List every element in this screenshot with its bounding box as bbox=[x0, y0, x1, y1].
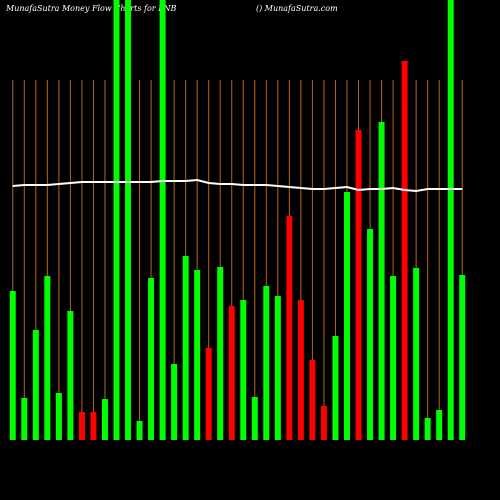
bar bbox=[113, 0, 120, 440]
bar bbox=[90, 412, 97, 440]
bar bbox=[182, 256, 189, 440]
bar bbox=[343, 192, 350, 440]
bar bbox=[436, 410, 443, 440]
bar bbox=[263, 286, 270, 440]
bar bbox=[171, 364, 178, 440]
bar bbox=[378, 122, 385, 440]
bar bbox=[32, 330, 39, 440]
bar bbox=[332, 336, 339, 440]
bar bbox=[194, 270, 201, 440]
bar bbox=[251, 397, 258, 440]
bar bbox=[78, 412, 85, 440]
bar bbox=[413, 268, 420, 440]
bar bbox=[67, 311, 74, 440]
money-flow-line bbox=[12, 178, 463, 193]
bar bbox=[320, 406, 327, 440]
bar bbox=[390, 276, 397, 440]
bar bbox=[217, 267, 224, 440]
bar bbox=[309, 360, 316, 440]
bar bbox=[286, 216, 293, 440]
bar bbox=[459, 275, 466, 440]
bar bbox=[159, 0, 166, 440]
bar bbox=[274, 296, 281, 440]
bar bbox=[101, 399, 108, 440]
bar bbox=[9, 291, 16, 440]
bar bbox=[44, 276, 51, 440]
bar bbox=[21, 398, 28, 440]
chart-subtitle: () MunafaSutra.com bbox=[256, 4, 338, 13]
bar bbox=[55, 393, 62, 440]
bar bbox=[297, 300, 304, 440]
bar bbox=[424, 418, 431, 440]
bar bbox=[401, 61, 408, 440]
bar bbox=[447, 0, 454, 440]
bar bbox=[355, 130, 362, 440]
bar bbox=[125, 0, 132, 440]
bar bbox=[148, 278, 155, 440]
bar bbox=[240, 300, 247, 440]
bar bbox=[205, 348, 212, 440]
bar bbox=[228, 306, 235, 440]
bar bbox=[136, 421, 143, 440]
bar bbox=[367, 229, 374, 440]
chart-title: MunafaSutra Money Flow Charts for PNB bbox=[5, 4, 177, 13]
